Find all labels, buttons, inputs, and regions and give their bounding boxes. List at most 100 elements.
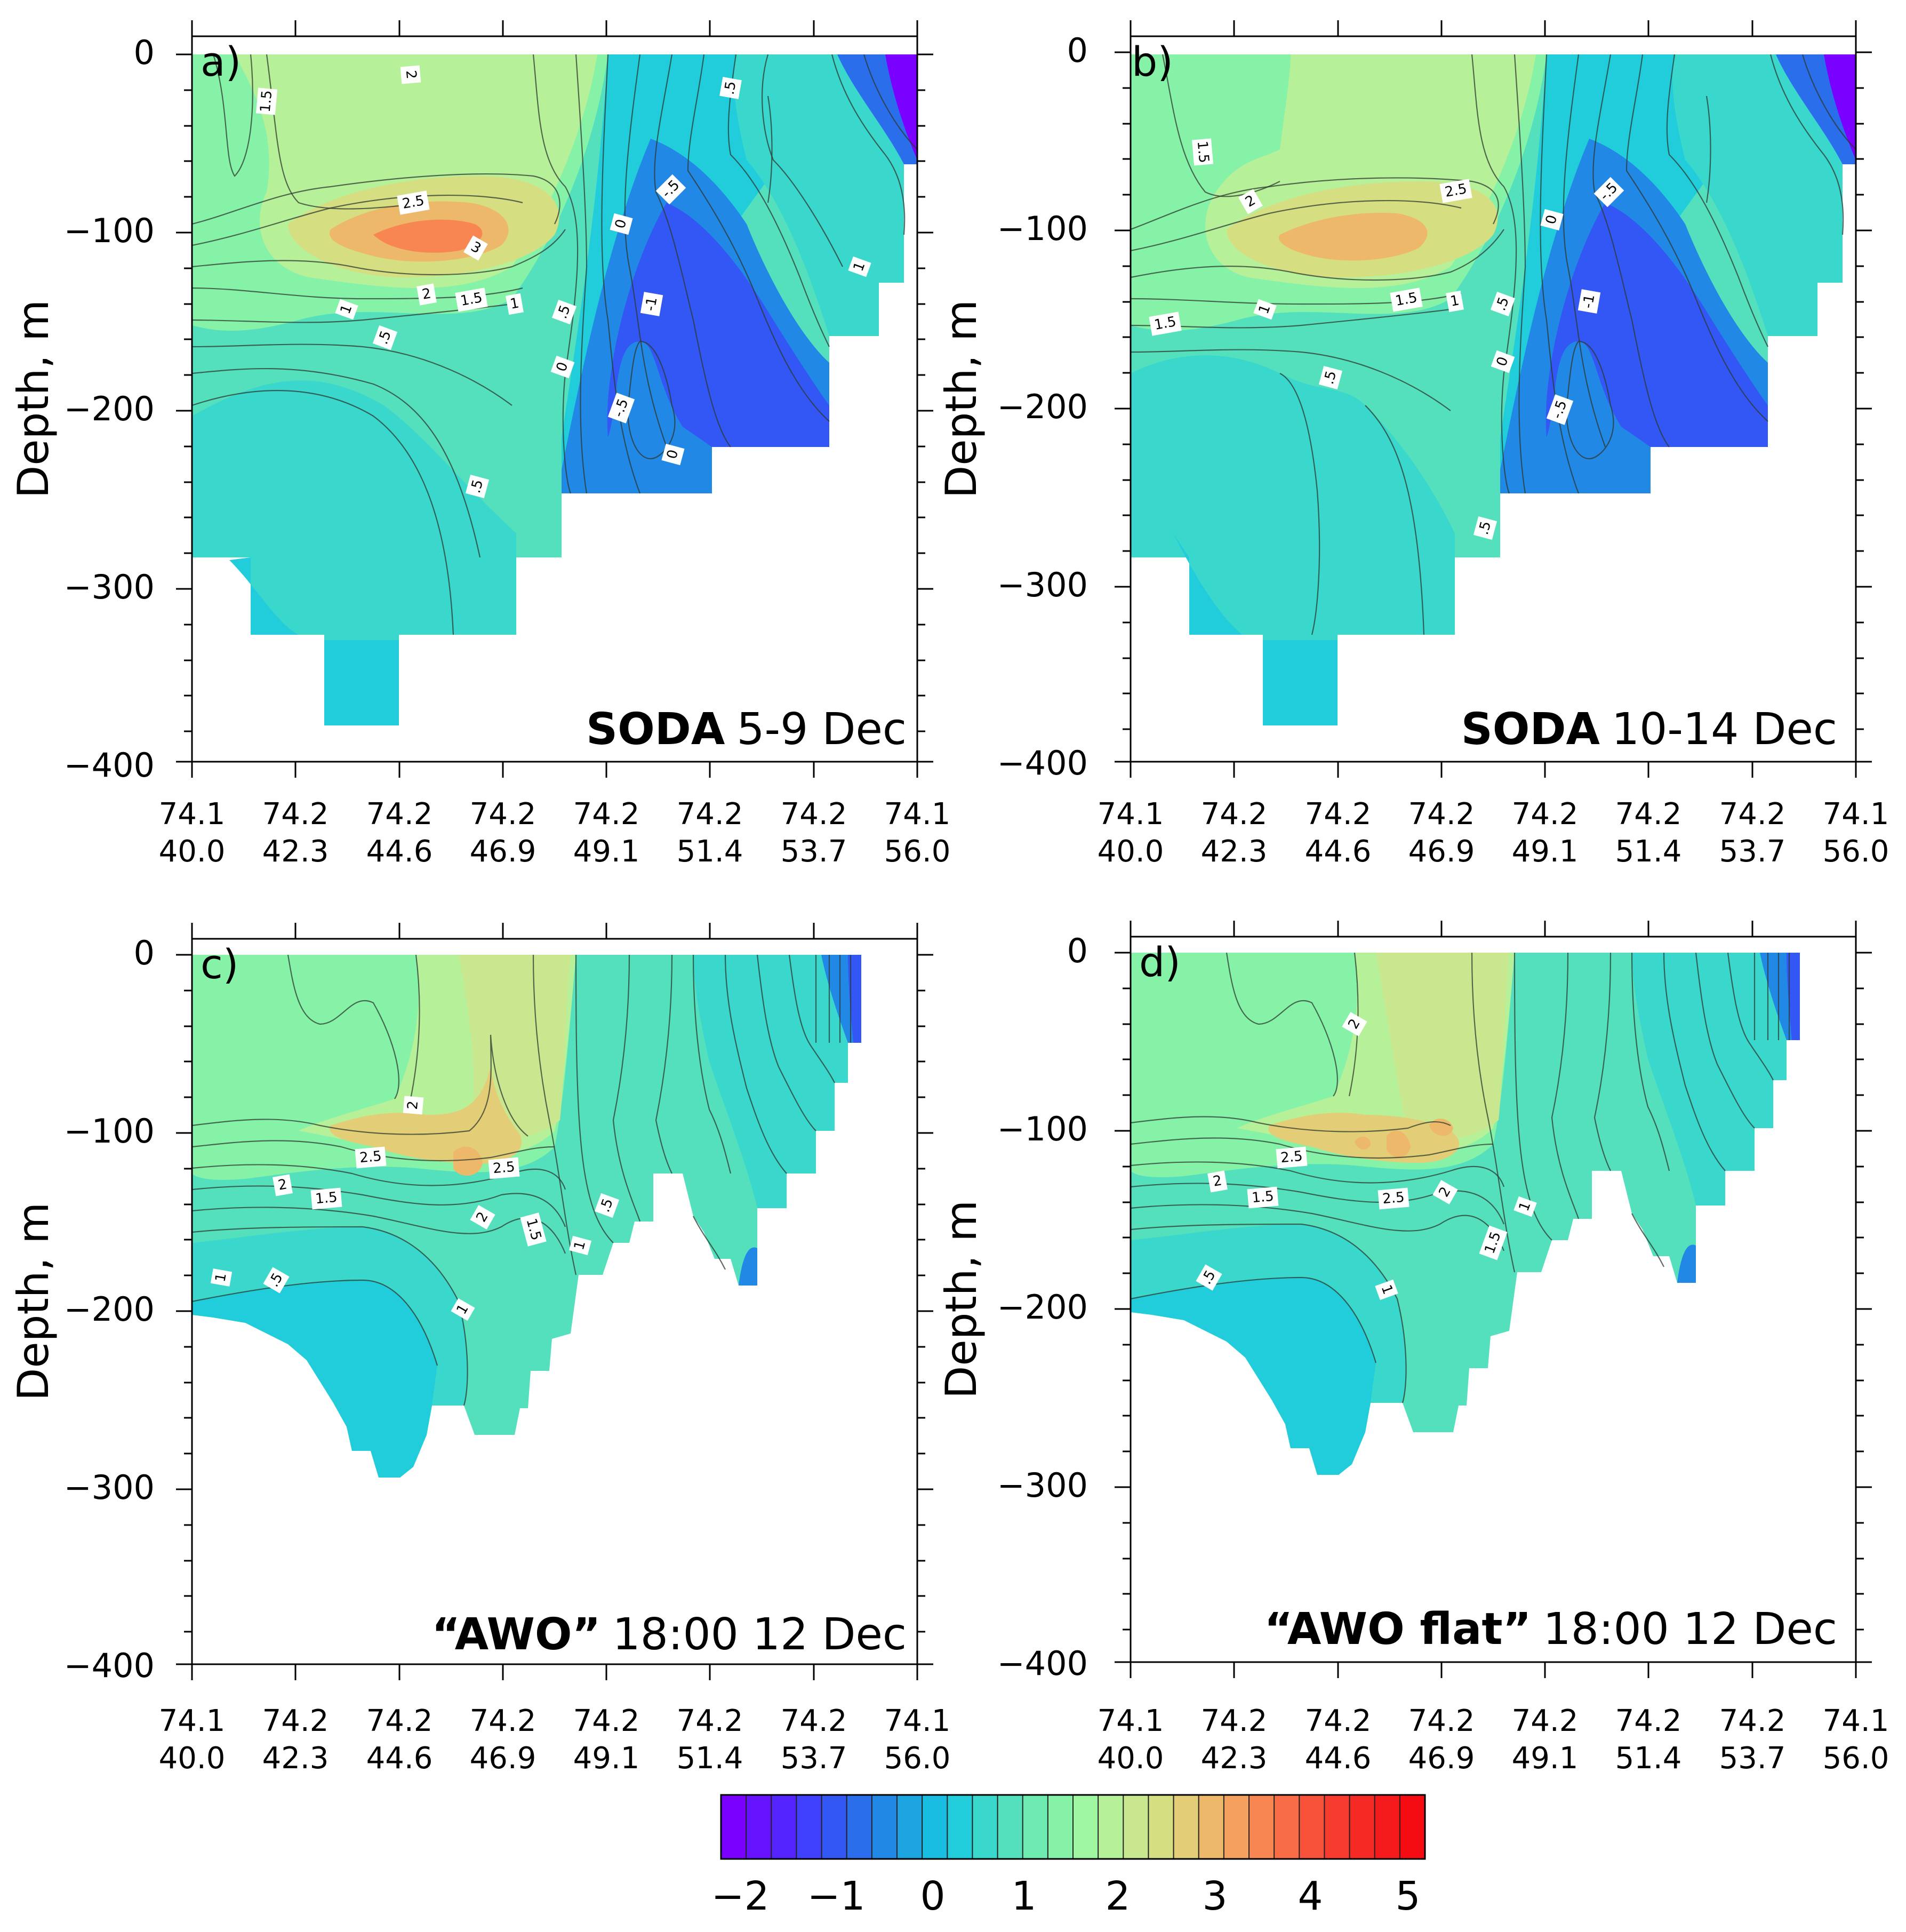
xtick-lon: 49.1 <box>573 1741 640 1776</box>
panel-d-ylabel: Depth, m <box>936 1200 986 1399</box>
panel-b-band-cold3 <box>1545 203 1768 447</box>
panel-b-yticks: 0 −100 −200 −300 −400 <box>997 31 1088 783</box>
xtick-lon: 49.1 <box>573 834 640 869</box>
colorbar-label: −1 <box>807 1873 865 1919</box>
panel-a-band-deeper <box>229 557 399 725</box>
xtick-lat: 74.1 <box>1823 1704 1889 1738</box>
contour-label: 2.5 <box>1382 1189 1405 1207</box>
xtick-lat: 74.2 <box>1719 797 1786 832</box>
panel-d: 2 2.5 2 1.5 2.5 2 1 1.5 .5 1 d) “AWO fla… <box>936 921 1889 1776</box>
colorbar-cell <box>1324 1795 1350 1859</box>
xtick-lon: 44.6 <box>366 834 433 869</box>
panel-b-band-3 <box>1279 213 1428 261</box>
panel-c-band-cold3 <box>848 955 861 1043</box>
xtick-lon: 49.1 <box>1512 834 1579 869</box>
colorbar-cell <box>746 1795 772 1859</box>
panel-d-contour-labels: 2 2.5 2 1.5 2.5 2 1 1.5 .5 1 <box>1196 1012 1537 1300</box>
panel-c-title: “AWO” 18:00 12 Dec <box>431 1609 907 1660</box>
colorbar-cell <box>721 1795 747 1859</box>
contour-label: -1 <box>642 296 660 313</box>
colorbar-cell <box>1123 1795 1149 1859</box>
panel-a-band-cold3 <box>607 203 829 447</box>
colorbar-labels: −2 −1 0 1 2 3 4 5 <box>711 1873 1420 1919</box>
xtick-lat: 74.2 <box>262 1704 329 1738</box>
contour-label: 1.5 <box>1251 1188 1275 1206</box>
colorbar-cell <box>1299 1795 1325 1859</box>
panel-d-band-cold <box>1632 953 1800 1205</box>
colorbar-cell <box>897 1795 923 1859</box>
xtick-lon: 40.0 <box>159 834 226 869</box>
panel-b-title: SODA 10-14 Dec <box>1461 704 1837 755</box>
panel-b-ylabel: Depth, m <box>936 300 986 498</box>
xtick-lon: 40.0 <box>1098 834 1164 869</box>
panel-a-ylabel: Depth, m <box>9 300 58 498</box>
contour-label: 2.5 <box>492 1159 516 1177</box>
panel-a-title-bold: SODA <box>586 704 725 755</box>
xtick-lat: 74.2 <box>470 1704 536 1738</box>
xtick-lat: 74.1 <box>1098 1704 1164 1738</box>
xtick-lat: 74.2 <box>781 1704 847 1738</box>
colorbar-frame <box>720 1794 1426 1860</box>
contour-label: 1 <box>509 295 520 312</box>
panel-d-band-2b <box>1376 953 1509 1139</box>
ytick-label: −100 <box>997 209 1088 248</box>
xtick-lon: 44.6 <box>1305 1741 1372 1776</box>
panel-d-band-mid <box>1131 1224 1406 1403</box>
contour-label: 1.5 <box>258 90 275 113</box>
xtick-lon: 40.0 <box>1098 1741 1164 1776</box>
xtick-lat: 74.1 <box>159 1704 226 1738</box>
colorbar: −2 −1 0 1 2 3 4 5 <box>711 1794 1426 1919</box>
contour-label: 0 <box>612 218 630 230</box>
ytick-label: 0 <box>1067 31 1088 70</box>
colorbar-cell <box>1374 1795 1400 1859</box>
ytick-label: −300 <box>64 1468 155 1507</box>
colorbar-label: 0 <box>920 1873 945 1919</box>
colorbar-cells <box>721 1795 1426 1859</box>
xtick-lat: 74.2 <box>1719 1704 1786 1738</box>
contour-label: 2 <box>277 1176 289 1193</box>
colorbar-cell <box>972 1795 998 1859</box>
panel-d-tickmarks <box>1115 921 1872 1678</box>
xtick-lat: 74.2 <box>573 797 640 832</box>
colorbar-cell <box>1274 1795 1300 1859</box>
xtick-lon: 56.0 <box>884 1741 951 1776</box>
panel-c-band-25 <box>330 1067 522 1164</box>
panel-c-band-cold <box>693 955 861 1208</box>
colorbar-cell <box>1022 1795 1048 1859</box>
panel-a-band-surface-cold3 <box>885 54 917 160</box>
contour-label: 1.5 <box>1194 140 1212 164</box>
colorbar-label: −2 <box>711 1873 769 1919</box>
xtick-lat: 74.2 <box>573 1704 640 1738</box>
xtick-lon: 42.3 <box>1201 1741 1268 1776</box>
xtick-lon: 46.9 <box>1408 834 1475 869</box>
contour-label: 1.5 <box>315 1189 338 1207</box>
panel-b-title-rest: 10-14 Dec <box>1612 704 1837 755</box>
xtick-lon: 53.7 <box>1719 834 1786 869</box>
xtick-lat: 74.2 <box>781 797 847 832</box>
contour-label: 1 <box>571 1239 589 1252</box>
ytick-label: −400 <box>64 1646 155 1685</box>
xtick-lat: 74.2 <box>1615 797 1682 832</box>
panel-d-xticks: 74.1 74.2 74.2 74.2 74.2 74.2 74.2 74.1 … <box>1098 1704 1889 1776</box>
contour-label: 2.5 <box>359 1148 382 1166</box>
panel-c-letter: c) <box>201 940 238 988</box>
xtick-lat: 74.1 <box>1823 797 1889 832</box>
xtick-lon: 49.1 <box>1512 1741 1579 1776</box>
xtick-lat: 74.2 <box>366 1704 433 1738</box>
panel-c-title-bold: “AWO” <box>431 1609 600 1660</box>
colorbar-cell <box>1249 1795 1275 1859</box>
colorbar-cell <box>1098 1795 1124 1859</box>
panel-a: 1.5 2 .5 2.5 3 2 1.5 1 1 .5 0 -.5 -1 .5 … <box>9 20 950 869</box>
contour-label: .5 <box>722 80 740 96</box>
xtick-lon: 53.7 <box>781 1741 847 1776</box>
colorbar-label: 4 <box>1298 1873 1323 1919</box>
panel-b-frame <box>1130 35 1857 763</box>
colorbar-cell <box>1223 1795 1250 1859</box>
xtick-lon: 44.6 <box>366 1741 433 1776</box>
xtick-lon: 44.6 <box>1305 834 1372 869</box>
ytick-label: −300 <box>997 1466 1088 1505</box>
xtick-lat: 74.2 <box>1512 1704 1579 1738</box>
panel-c-yticks: 0 −100 −200 −300 −400 <box>64 933 155 1685</box>
ytick-label: 0 <box>134 933 155 972</box>
panel-c-field <box>192 954 861 1478</box>
